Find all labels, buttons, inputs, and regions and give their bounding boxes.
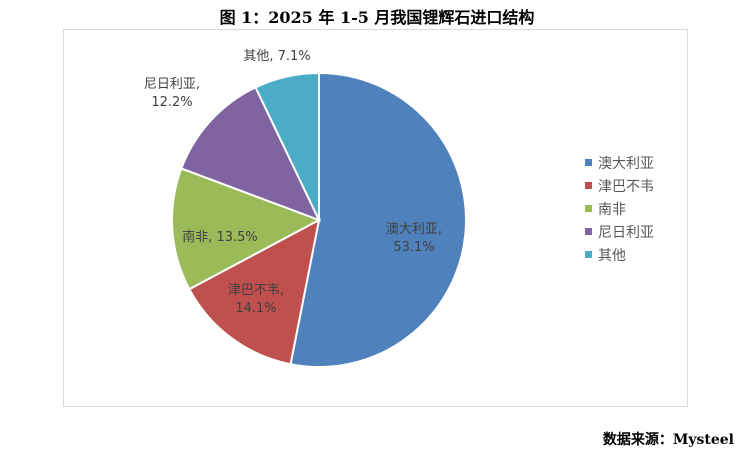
legend-label: 尼日利亚 (598, 225, 654, 241)
slice-label-category: 津巴不韦, (228, 283, 284, 298)
slice-label: 南非, 13.5% (182, 229, 258, 245)
slice-label-category: 澳大利亚, (386, 221, 442, 237)
pie-slice (187, 218, 321, 366)
pie-slice (171, 167, 322, 291)
legend-swatch (585, 251, 592, 258)
slice-label-category: 尼日利亚, (144, 77, 200, 92)
legend-swatch (585, 205, 592, 212)
legend-swatch (585, 228, 592, 235)
slice-label-value: 14.1% (235, 301, 276, 316)
chart-title: 图 1：2025 年 1-5 月我国锂辉石进口结构 (219, 8, 535, 27)
legend-swatch (585, 182, 592, 189)
legend-label: 南非 (598, 202, 626, 218)
legend-swatch (585, 159, 592, 166)
slice-label: 其他, 7.1% (243, 49, 310, 64)
legend-label: 其他 (598, 248, 626, 264)
slice-label-value: 53.1% (393, 240, 434, 255)
slice-label-value: 12.2% (151, 95, 192, 110)
pie-slice (254, 71, 320, 221)
pie-slice (180, 86, 321, 222)
pie-slice (289, 71, 467, 368)
source-note: 数据来源：Mysteel (602, 432, 734, 448)
legend-label: 澳大利亚 (598, 156, 654, 172)
legend-label: 津巴不韦 (598, 179, 654, 195)
